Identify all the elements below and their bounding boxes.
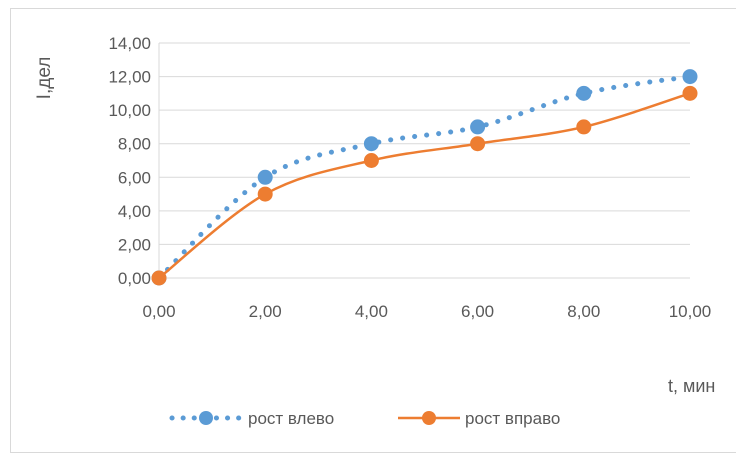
series-rost-vlevo-point [470, 119, 486, 135]
y-tick-label: 0,00 [118, 269, 151, 288]
series-rost-vpravo-point [682, 85, 698, 101]
legend-label-rost-vlevo: рост влево [248, 409, 334, 428]
legend-marker-rost-vlevo [199, 411, 213, 425]
series-rost-vpravo-point [576, 119, 592, 135]
x-tick-label: 0,00 [142, 302, 175, 321]
y-tick-label: 10,00 [108, 101, 151, 120]
y-tick-label: 2,00 [118, 235, 151, 254]
series-rost-vpravo-point [151, 270, 167, 286]
legend-label-rost-vpravo: рост вправо [465, 409, 560, 428]
x-tick-label: 10,00 [669, 302, 712, 321]
y-tick-label: 6,00 [118, 168, 151, 187]
y-tick-label: 4,00 [118, 202, 151, 221]
y-tick-label: 8,00 [118, 135, 151, 154]
x-tick-label: 4,00 [355, 302, 388, 321]
series-rost-vlevo-point [257, 169, 273, 185]
series-rost-vlevo-point [363, 136, 379, 152]
series-rost-vpravo-point [470, 136, 486, 152]
x-tick-label: 2,00 [249, 302, 282, 321]
x-tick-label: 8,00 [567, 302, 600, 321]
y-tick-label: 14,00 [108, 34, 151, 53]
x-tick-label: 6,00 [461, 302, 494, 321]
x-axis-title: t, мин [668, 376, 715, 396]
series-rost-vpravo-point [363, 153, 379, 168]
series-rost-vlevo-point [682, 69, 698, 85]
series-rost-vpravo-line [158, 92, 691, 279]
legend-marker-rost-vpravo [422, 411, 436, 425]
y-tick-label: 12,00 [108, 68, 151, 87]
series-rost-vpravo-point [257, 186, 273, 202]
y-axis-title: I,дел [34, 57, 55, 100]
series-rost-vlevo-line [156, 74, 693, 281]
series-rost-vlevo-point [576, 85, 592, 101]
